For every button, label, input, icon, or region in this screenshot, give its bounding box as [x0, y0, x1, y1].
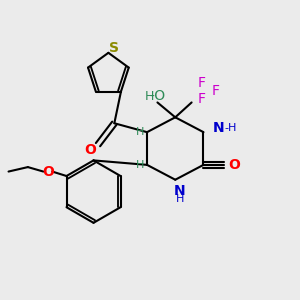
Text: F: F [212, 84, 219, 98]
Text: O: O [85, 143, 97, 157]
Text: N: N [174, 184, 185, 198]
Text: H: H [135, 160, 144, 170]
Text: S: S [109, 41, 119, 56]
Text: -O: -O [149, 89, 166, 103]
Text: F: F [198, 76, 206, 89]
Text: H: H [136, 127, 145, 137]
Text: H: H [145, 90, 154, 103]
Text: F: F [198, 92, 206, 106]
Text: O: O [43, 164, 55, 178]
Text: H: H [176, 194, 184, 204]
Text: -H: -H [224, 123, 236, 133]
Text: O: O [228, 158, 240, 172]
Text: N: N [213, 121, 225, 135]
